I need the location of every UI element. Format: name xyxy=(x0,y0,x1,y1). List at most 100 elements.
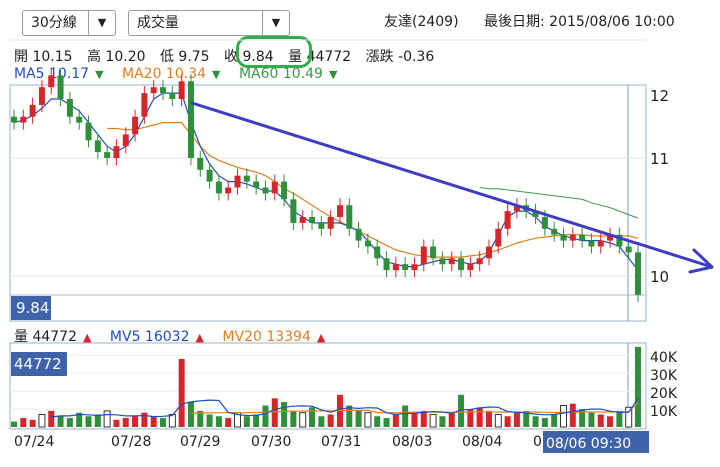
volume-bar xyxy=(429,413,437,428)
volume-bar xyxy=(11,421,17,427)
volume-bar xyxy=(271,398,278,427)
volume-bar xyxy=(485,410,492,427)
volume-legend: 量 44772 ▲ MV5 16032 ▲ MV20 13394 ▲ xyxy=(14,326,331,346)
candle-body xyxy=(141,93,148,117)
candle-body xyxy=(122,134,129,147)
volume-tag-bg xyxy=(11,352,67,376)
candle-body xyxy=(383,258,390,271)
vol-label: 量 44772 xyxy=(14,329,77,345)
candle-body xyxy=(66,99,73,117)
date-label: 0 xyxy=(533,434,542,450)
down-arrow-icon: ▼ xyxy=(95,68,104,81)
candle-body xyxy=(551,228,558,235)
candle-body xyxy=(532,211,539,217)
candle-body xyxy=(364,240,371,247)
candle-body xyxy=(560,234,567,241)
cursor-time: 08/06 09:30 xyxy=(546,436,631,452)
candle-body xyxy=(113,146,120,158)
volume-bar xyxy=(243,416,250,427)
price-tag-bg xyxy=(11,296,51,320)
candle-body xyxy=(225,187,232,194)
candle-body xyxy=(411,264,418,271)
up-arrow-icon: ▲ xyxy=(195,331,204,344)
ma20-line xyxy=(107,121,639,258)
candle-body xyxy=(430,246,437,259)
volume-tick-20k: 20K xyxy=(650,386,678,402)
volume-bar xyxy=(281,401,288,427)
candle-body xyxy=(178,81,185,99)
stock-name: 友達(2409) xyxy=(384,14,459,30)
candle-body xyxy=(420,246,427,265)
volume-bar xyxy=(76,412,83,427)
candle-body xyxy=(541,217,548,229)
volume-bar xyxy=(336,394,343,427)
volume-bar xyxy=(122,418,129,427)
low-value: 低 9.75 xyxy=(159,49,210,65)
volume-bar xyxy=(569,403,576,427)
interval-select-label: 30分線 xyxy=(31,15,77,31)
chevron-down-icon[interactable]: ▼ xyxy=(262,11,289,35)
mv20-line xyxy=(190,402,639,414)
close-highlight-annotation xyxy=(236,36,312,68)
candle-body xyxy=(29,104,36,117)
candle-body xyxy=(513,205,520,212)
high-value: 高 10.20 xyxy=(86,49,146,65)
candle-body xyxy=(299,217,306,223)
down-arrow-icon: ▼ xyxy=(212,68,221,81)
volume-bar xyxy=(364,412,372,428)
candle-body xyxy=(253,181,260,188)
candle-body xyxy=(392,264,399,271)
candle-body xyxy=(439,258,446,265)
volume-tick-10k: 10K xyxy=(650,404,678,420)
down-arrow-icon: ▼ xyxy=(328,68,338,81)
volume-bar xyxy=(215,416,222,427)
chevron-down-icon[interactable]: ▼ xyxy=(88,11,115,35)
interval-select[interactable]: 30分線 ▼ xyxy=(22,10,116,36)
date-label: 07/30 xyxy=(251,434,291,450)
date-label: 07/29 xyxy=(180,434,220,450)
volume-bar xyxy=(94,414,101,427)
volume-panel-frame xyxy=(9,342,647,430)
volume-bar xyxy=(635,346,641,427)
volume-tag: 44772 xyxy=(14,355,62,373)
candle-body xyxy=(616,234,623,247)
ma5-label: MA5 10.17 xyxy=(14,66,90,82)
candle-body xyxy=(132,116,139,135)
indicator-select[interactable]: 成交量 ▼ xyxy=(128,10,290,36)
price-tick-11: 11 xyxy=(650,150,669,168)
volume-bar xyxy=(541,418,548,427)
volume-bar xyxy=(150,416,157,427)
volume-bar xyxy=(57,416,64,427)
volume-bar xyxy=(318,416,325,427)
candle-body xyxy=(523,205,530,212)
up-arrow-icon: ▲ xyxy=(316,331,326,344)
candle-body xyxy=(625,246,632,253)
candle-body xyxy=(11,116,17,123)
volume-bar xyxy=(290,410,297,427)
volume-bar xyxy=(20,418,27,427)
volume-bar xyxy=(607,416,614,427)
price-tick-12: 12 xyxy=(650,87,669,105)
volume-bar xyxy=(494,413,502,428)
volume-bar xyxy=(178,358,185,427)
date-label: 08/03 xyxy=(392,434,432,450)
volume-bar xyxy=(309,407,316,427)
candle-body xyxy=(94,140,101,153)
volume-bar xyxy=(411,412,418,427)
volume-bar xyxy=(625,406,633,428)
candle-body xyxy=(38,87,45,105)
price-tag: 9.84 xyxy=(16,299,49,317)
indicator-select-label: 成交量 xyxy=(137,15,179,31)
trend-arrow-line xyxy=(190,101,714,269)
volume-bar xyxy=(579,409,586,427)
candle-body xyxy=(318,222,325,229)
volume-bar xyxy=(374,416,381,427)
volume-bar xyxy=(160,418,167,427)
candle-body xyxy=(85,122,92,141)
volume-bar xyxy=(476,407,483,427)
candle-body xyxy=(569,234,576,241)
volume-bar xyxy=(299,412,307,428)
volume-bar xyxy=(85,416,92,427)
ma5-line xyxy=(13,92,639,271)
candle-body xyxy=(187,81,194,158)
